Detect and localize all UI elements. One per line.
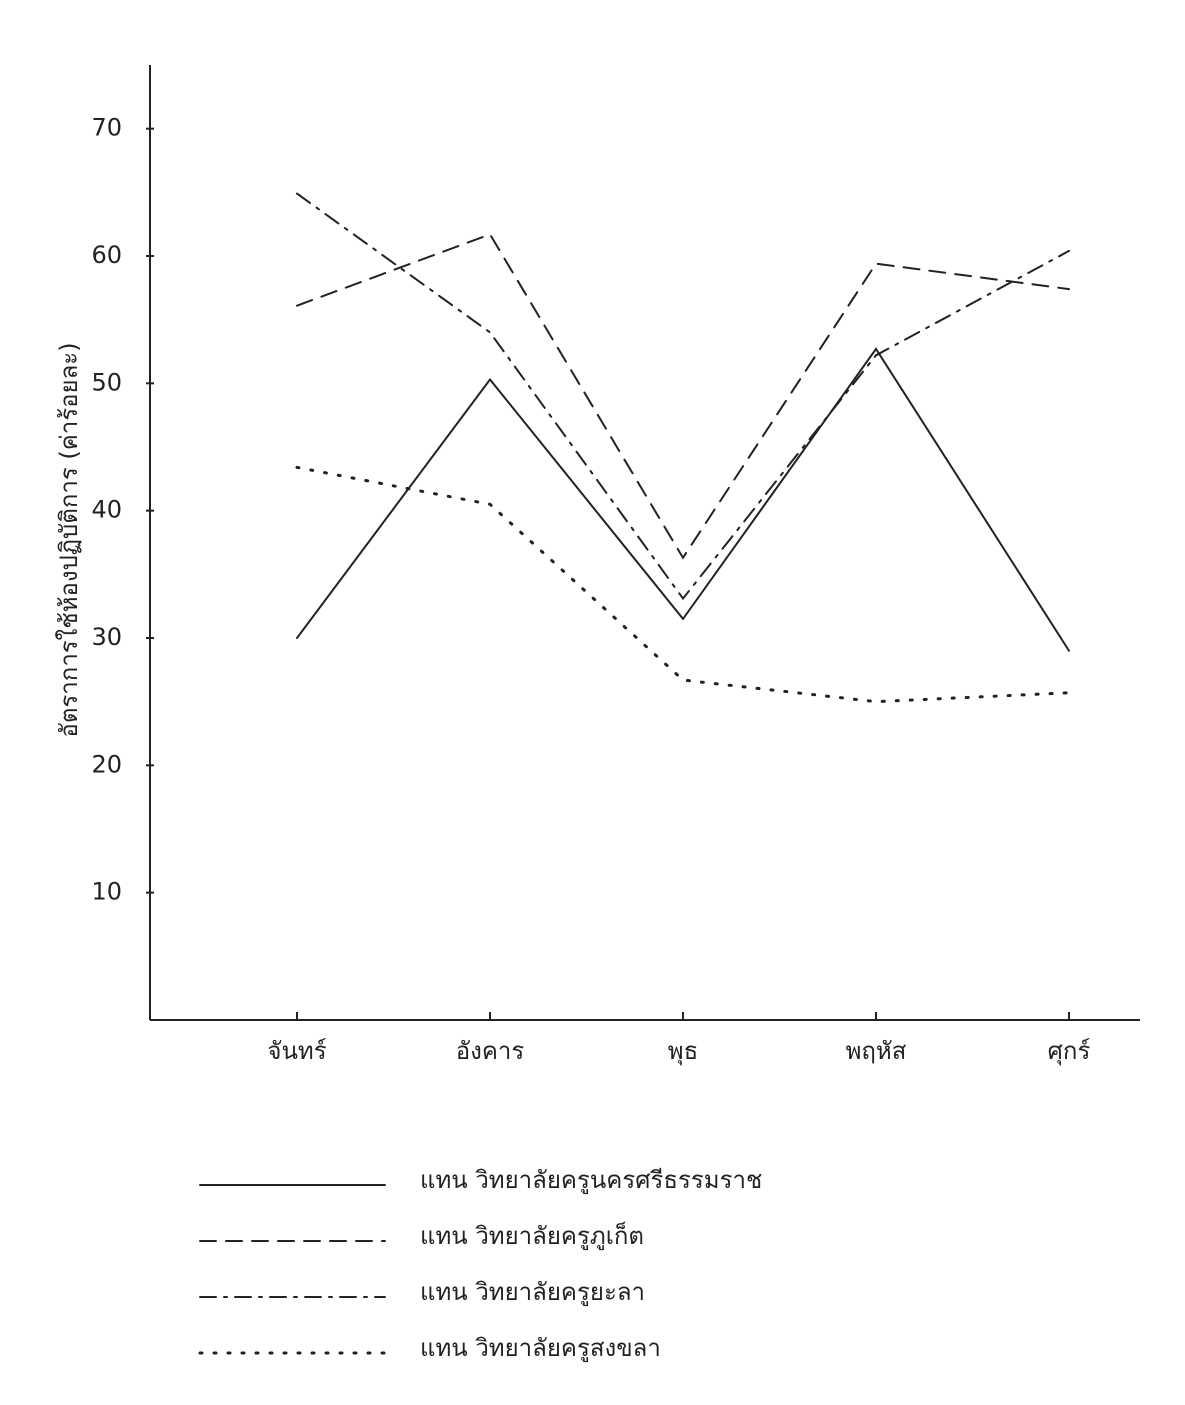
x-tick-label: จันทร์ [267,1037,326,1065]
y-tick-label: 30 [91,623,122,651]
x-tick-label: ศุกร์ [1048,1037,1091,1066]
y-tick-label: 50 [91,368,122,396]
legend-label: แทน วิทยาลัยครูสงขลา [420,1334,661,1363]
series-line [296,192,1070,601]
y-tick-label: 10 [91,878,122,906]
y-tick-label: 40 [91,496,122,524]
series-line [296,233,1070,560]
x-tick-label: พุธ [668,1037,698,1066]
y-axis-label: อัตราการใช้ห้องปฏิบัติการ (ค่าร้อยละ) [55,342,83,737]
y-tick-label: 20 [91,750,122,778]
y-tick-label: 70 [91,114,122,142]
series-line [296,347,1070,652]
y-tick-label: 60 [91,241,122,269]
series-line [295,465,1071,704]
legend-label: แทน วิทยาลัยครูยะลา [420,1278,645,1307]
legend-label: แทน วิทยาลัยครูนครศรีธรรมราช [420,1166,762,1195]
x-tick-label: พฤหัส [846,1037,907,1065]
x-tick-label: อังคาร [456,1037,525,1065]
legend-label: แทน วิทยาลัยครูภูเก็ต [420,1221,644,1251]
